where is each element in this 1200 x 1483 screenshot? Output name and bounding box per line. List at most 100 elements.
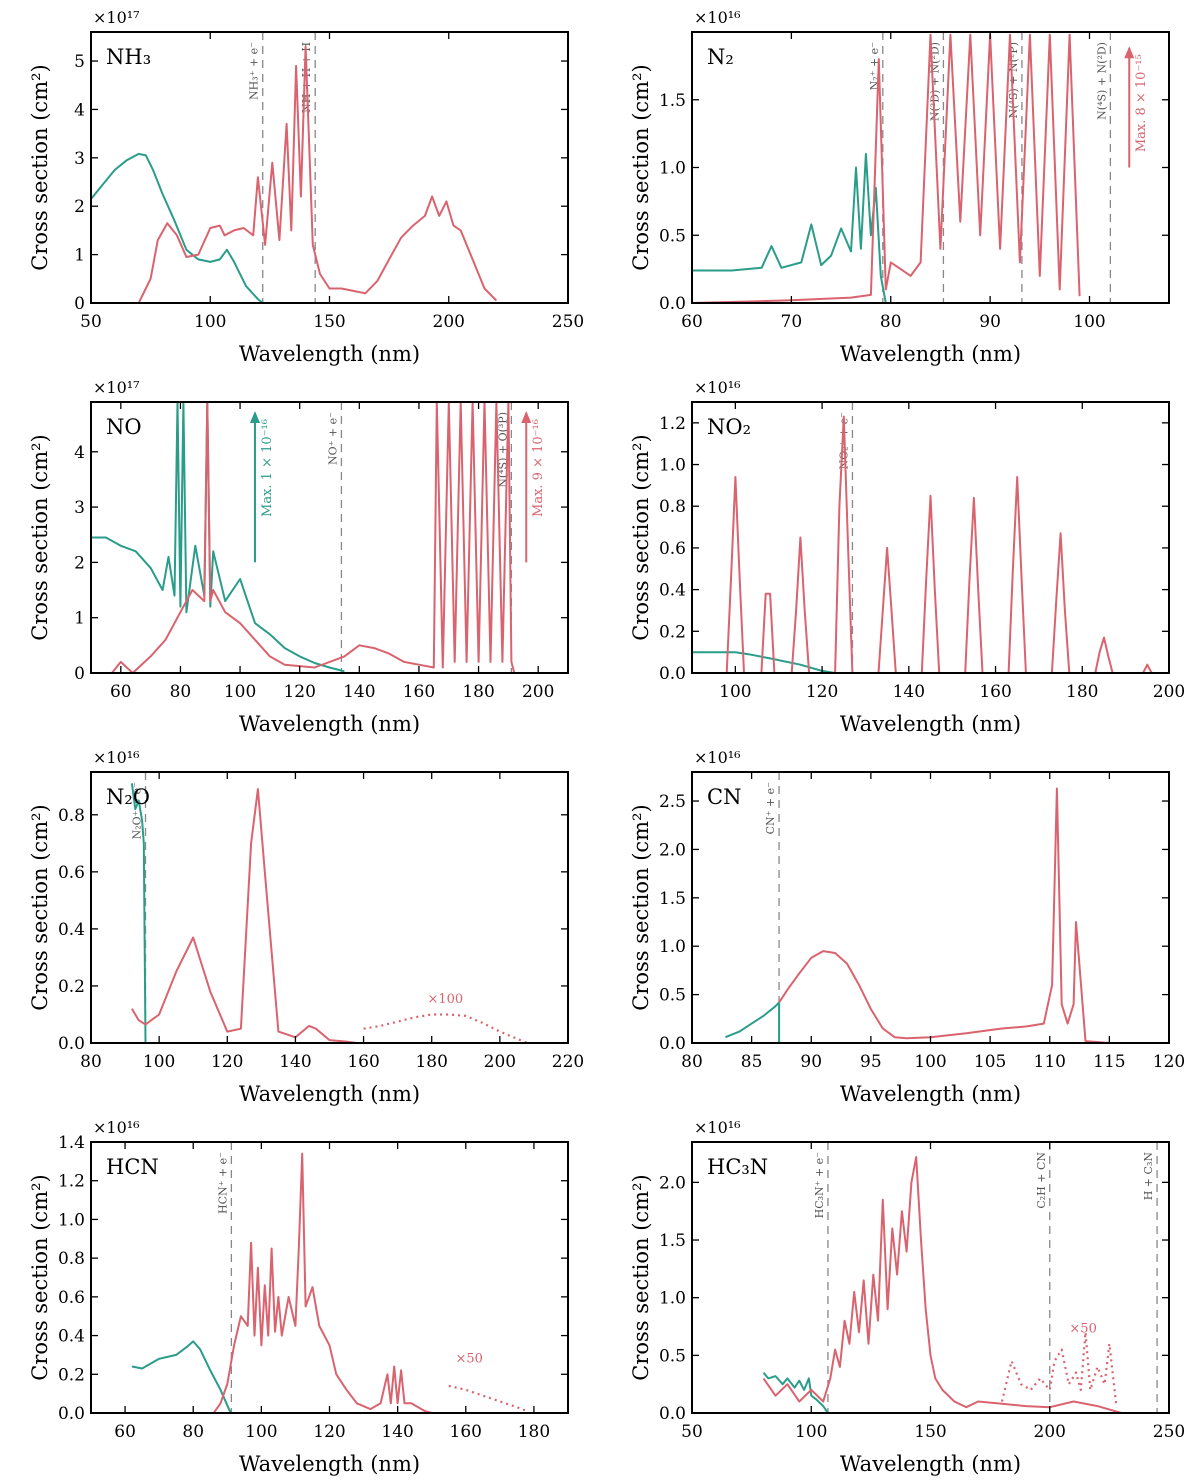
- x-tick-label: 250: [1153, 1422, 1185, 1442]
- arrow-head-icon: [249, 411, 260, 424]
- scale-factor-label: ×50: [455, 1352, 482, 1367]
- y-multiplier: ×10¹⁶: [694, 378, 741, 397]
- series-line-1: [692, 651, 836, 673]
- y-tick-label: 0.0: [659, 1404, 686, 1424]
- x-tick-label: 110: [1034, 1052, 1066, 1072]
- y-tick-label: 2.0: [659, 1173, 686, 1193]
- x-tick-label: 120: [283, 682, 315, 702]
- x-tick-label: 85: [741, 1052, 763, 1072]
- series-line-3: [448, 1384, 528, 1413]
- plot-frame: [90, 771, 569, 1044]
- y-tick-label: 2.5: [659, 792, 686, 812]
- x-tick-label: 120: [211, 1052, 243, 1072]
- series-line-2: [137, 45, 498, 303]
- x-tick-label: 100: [245, 1422, 277, 1442]
- x-tick-label: 140: [893, 682, 925, 702]
- x-tick-label: 50: [681, 1422, 703, 1442]
- x-tick-label: 100: [194, 312, 226, 332]
- series-line-1: [130, 783, 147, 1043]
- x-tick-label: 105: [974, 1052, 1006, 1072]
- y-tick-label: 2: [74, 197, 85, 217]
- x-axis-label: Wavelength (nm): [840, 1452, 1021, 1476]
- x-tick-label: 200: [433, 312, 465, 332]
- plot-frame: [691, 1141, 1170, 1414]
- series-line-3: [1000, 1331, 1118, 1408]
- series-line-1: [91, 402, 345, 673]
- y-multiplier: ×10¹⁷: [93, 378, 140, 397]
- x-tick-label: 90: [979, 312, 1001, 332]
- series-line-1: [91, 152, 264, 303]
- x-tick-label: 160: [403, 682, 435, 702]
- y-tick-label: 0.8: [58, 806, 85, 826]
- x-axis-label: Wavelength (nm): [840, 1082, 1021, 1106]
- panel-title: N₂O: [106, 785, 150, 809]
- y-tick-label: 1: [74, 246, 85, 266]
- max-value-label: Max. 1 × 10⁻¹⁶: [260, 419, 275, 517]
- x-tick-label: 180: [518, 1422, 550, 1442]
- x-tick-label: 120: [313, 1422, 345, 1442]
- x-tick-label: 200: [484, 1052, 516, 1072]
- x-tick-label: 80: [182, 1422, 204, 1442]
- y-axis-label: Cross section (cm²): [629, 1174, 653, 1380]
- x-tick-label: 160: [347, 1052, 379, 1072]
- y-tick-label: 1.5: [659, 1231, 686, 1251]
- x-tick-label: 50: [80, 312, 102, 332]
- plot-frame: [90, 401, 569, 674]
- y-tick-label: 0.0: [659, 664, 686, 684]
- x-tick-label: 60: [110, 682, 132, 702]
- chart-panel-6: CN⁺ + e⁻ 80 85 90 95 100 105 110 115 120 0.0 0.5 1.0…: [629, 748, 1185, 1106]
- y-axis-label: Cross section (cm²): [28, 64, 52, 270]
- plot-frame: [90, 31, 569, 304]
- y-tick-label: 0.2: [58, 977, 85, 997]
- series-line-2: [778, 787, 1134, 1043]
- x-tick-label: 160: [979, 682, 1011, 702]
- x-tick-label: 100: [143, 1052, 175, 1072]
- x-axis-label: Wavelength (nm): [239, 712, 420, 736]
- scale-factor-label: ×50: [1069, 1321, 1096, 1336]
- x-axis-label: Wavelength (nm): [840, 342, 1021, 366]
- x-tick-label: 100: [795, 1422, 827, 1442]
- panel-title: N₂: [707, 45, 734, 69]
- y-tick-label: 0.5: [659, 226, 686, 246]
- x-tick-label: 250: [552, 312, 584, 332]
- x-tick-label: 100: [1073, 312, 1105, 332]
- y-tick-label: 1.2: [659, 414, 686, 434]
- y-tick-label: 0.2: [659, 622, 686, 642]
- x-tick-label: 80: [681, 1052, 703, 1072]
- x-tick-label: 80: [170, 682, 192, 702]
- threshold-label: H + C₃N: [1142, 1152, 1155, 1201]
- x-tick-label: 140: [343, 682, 375, 702]
- x-tick-label: 100: [719, 682, 751, 702]
- y-tick-label: 0: [74, 294, 85, 314]
- x-tick-label: 90: [800, 1052, 822, 1072]
- x-tick-label: 180: [415, 1052, 447, 1072]
- plot-frame: [90, 1141, 569, 1414]
- series-line-2: [692, 33, 1081, 303]
- y-tick-label: 1.0: [659, 456, 686, 476]
- y-tick-label: 0.0: [58, 1404, 85, 1424]
- x-tick-label: 120: [1153, 1052, 1185, 1072]
- x-tick-label: 220: [552, 1052, 584, 1072]
- y-multiplier: ×10¹⁶: [694, 8, 741, 27]
- y-tick-label: 0.4: [58, 920, 85, 940]
- series-line-1: [762, 1371, 829, 1413]
- y-tick-label: 0.0: [659, 294, 686, 314]
- x-tick-label: 150: [914, 1422, 946, 1442]
- max-value-label: Max. 8 × 10⁻¹⁵: [1134, 54, 1149, 152]
- x-tick-label: 140: [381, 1422, 413, 1442]
- y-tick-label: 3: [74, 498, 85, 518]
- series-line-2: [212, 1152, 432, 1413]
- series-line-2: [762, 1156, 1122, 1413]
- y-tick-label: 1.0: [659, 937, 686, 957]
- y-tick-label: 0.2: [58, 1365, 85, 1385]
- y-multiplier: ×10¹⁶: [93, 748, 140, 767]
- y-tick-label: 1.5: [659, 91, 686, 111]
- chart-panel-8: HC₃N⁺ + e⁻ C₂H + CN H + C₃N ×50 50 100 150 200 2…: [629, 1118, 1185, 1476]
- x-axis-label: Wavelength (nm): [239, 1082, 420, 1106]
- series-line-2: [131, 788, 357, 1043]
- threshold-label: HC₃N⁺ + e⁻: [813, 1152, 826, 1219]
- panel-title: NH₃: [106, 45, 151, 69]
- x-tick-label: 150: [313, 312, 345, 332]
